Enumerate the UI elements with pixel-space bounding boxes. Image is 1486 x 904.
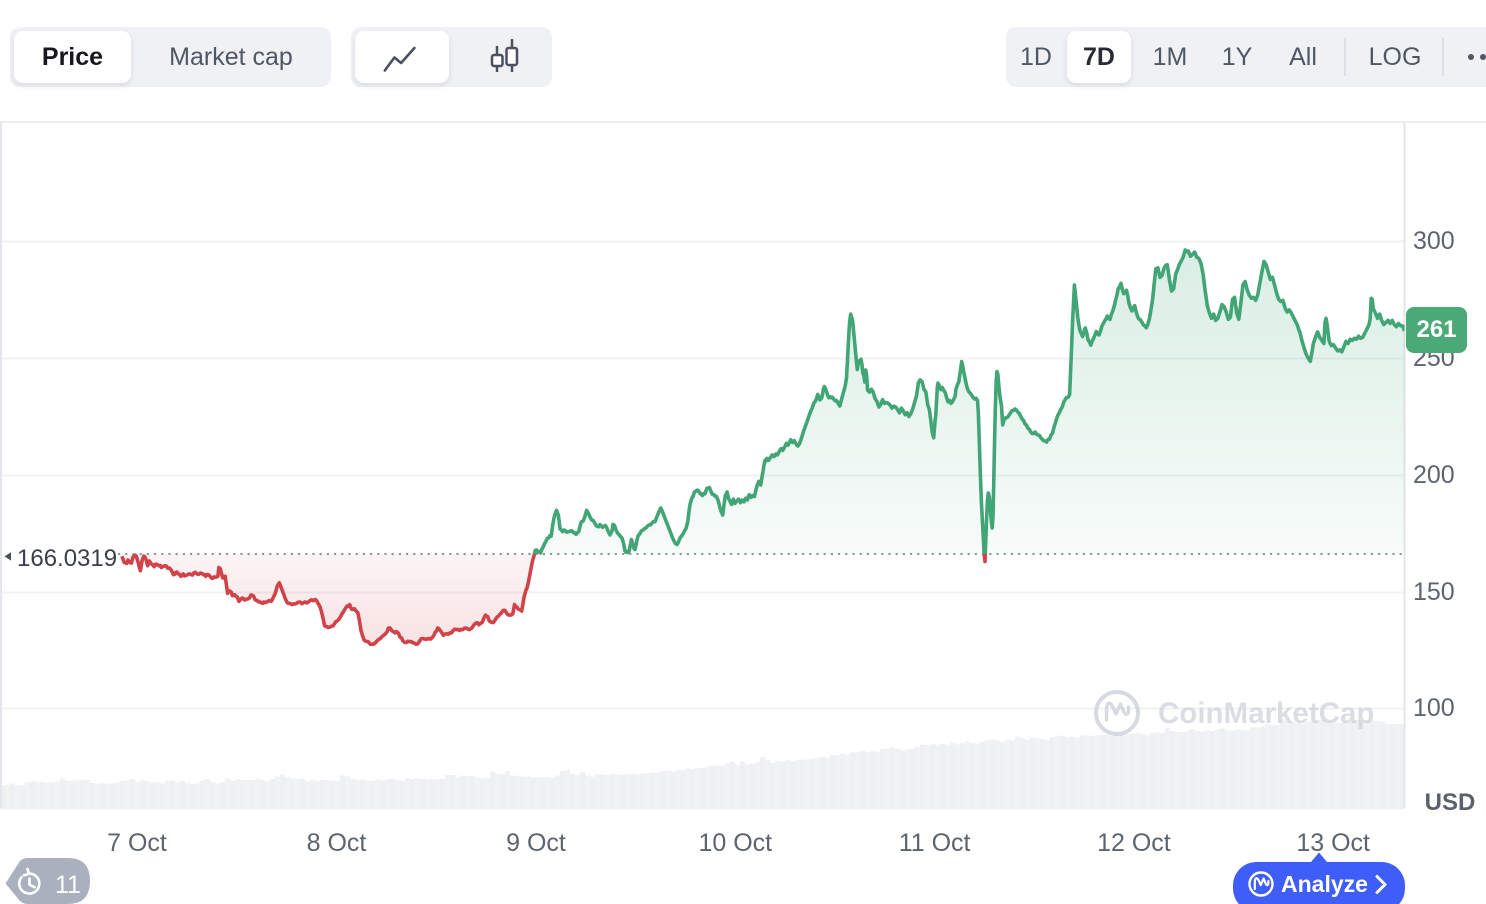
svg-text:CoinMarketCap: CoinMarketCap xyxy=(1158,697,1374,730)
svg-text:Analyze: Analyze xyxy=(1281,871,1368,897)
svg-text:11: 11 xyxy=(55,871,81,899)
